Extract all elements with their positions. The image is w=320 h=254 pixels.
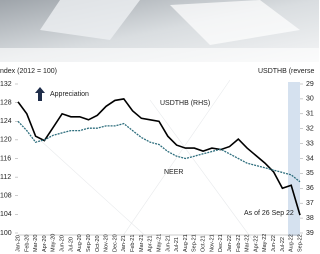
x-tick-label: Sep-22 [297,234,303,252]
x-tick-label: Jun-21 [165,235,171,252]
left-axis-title: ndex (2012 = 100) [0,68,57,75]
line-series [18,99,300,215]
y2-tick-label: 32 [306,126,314,133]
y2-tick-label: 39 [306,230,314,237]
x-tick-label: Mar-20 [33,235,39,252]
y2-tick-label: 38 [306,215,314,222]
y-tick-label: 112 [0,174,11,181]
y2-tick-label: 35 [306,170,314,177]
x-tick-label: Dec-20 [112,234,118,252]
x-tick-label: Jun-20 [60,235,66,252]
y-tick-label: 108 [0,193,12,200]
y2-tick-label: 37 [306,200,314,207]
x-tick-label: Jun-22 [271,235,277,252]
x-tick-label: Mar-22 [245,235,251,252]
y-tick-label: 128 [0,99,12,106]
x-tick-label: Oct-21 [201,235,207,252]
right-axis-title: USDTHB (reverse [258,68,315,75]
x-tick-label: May-21 [156,234,162,252]
x-tick-label: Mar-21 [139,235,145,252]
y-tick-label: 116 [0,155,11,162]
y2-tick-label: 31 [306,111,314,118]
line-series [18,121,300,182]
x-tick-label: Jul-22 [280,237,286,252]
x-tick-label: Feb-22 [236,235,242,252]
annotation: NEER [164,169,183,176]
x-tick-label: Dec-21 [218,234,224,252]
chart: ndex (2012 = 100) USDTHB (reverse Apprec… [0,0,319,254]
x-tick-label: Jul-21 [174,237,180,252]
y-tick-label: 124 [0,118,12,125]
screenshot: ndex (2012 = 100) USDTHB (reverse Apprec… [0,0,319,254]
y-tick-label: 100 [0,230,12,237]
x-tick-label: Oct-20 [95,235,101,252]
x-tick-label: Aug-21 [183,234,189,252]
x-tick-label: Feb-20 [24,235,30,252]
y2-tick-label: 30 [306,96,314,103]
x-tick-label: Apr-21 [148,235,154,252]
x-tick-label: Apr-20 [42,235,48,252]
y-tick-label: 120 [0,137,12,144]
y2-tick-label: 36 [306,185,314,192]
x-tick-label: Nov-20 [104,234,110,252]
x-tick-label: Feb-21 [130,235,136,252]
annotation: As of 26 Sep 22 [244,210,294,217]
y2-tick-label: 29 [306,81,314,88]
appreciation-arrow [35,87,45,101]
x-tick-label: Jul-20 [68,237,74,252]
x-tick-label: Aug-20 [77,234,83,252]
x-tick-label: Jan-22 [227,235,233,252]
x-tick-label: Aug-22 [289,234,295,252]
annotation: Appreciation [50,91,89,98]
x-tick-label: May-22 [262,234,268,252]
x-tick-label: May-20 [51,234,57,252]
x-tick-label: Jan-20 [15,235,21,252]
x-tick-label: Sep-21 [192,234,198,252]
y-tick-label: 104 [0,211,12,218]
background-pattern [40,80,260,250]
y2-tick-label: 34 [306,155,314,162]
x-tick-label: Apr-22 [253,235,259,252]
header-fade [0,48,319,62]
y2-tick-label: 33 [306,140,314,147]
x-tick-label: Sep-20 [86,234,92,252]
y-tick-label: 132 [0,81,12,88]
x-tick-label: Nov-21 [209,234,215,252]
x-tick-label: Jan-21 [121,235,127,252]
annotation: USDTHB (RHS) [160,100,210,107]
